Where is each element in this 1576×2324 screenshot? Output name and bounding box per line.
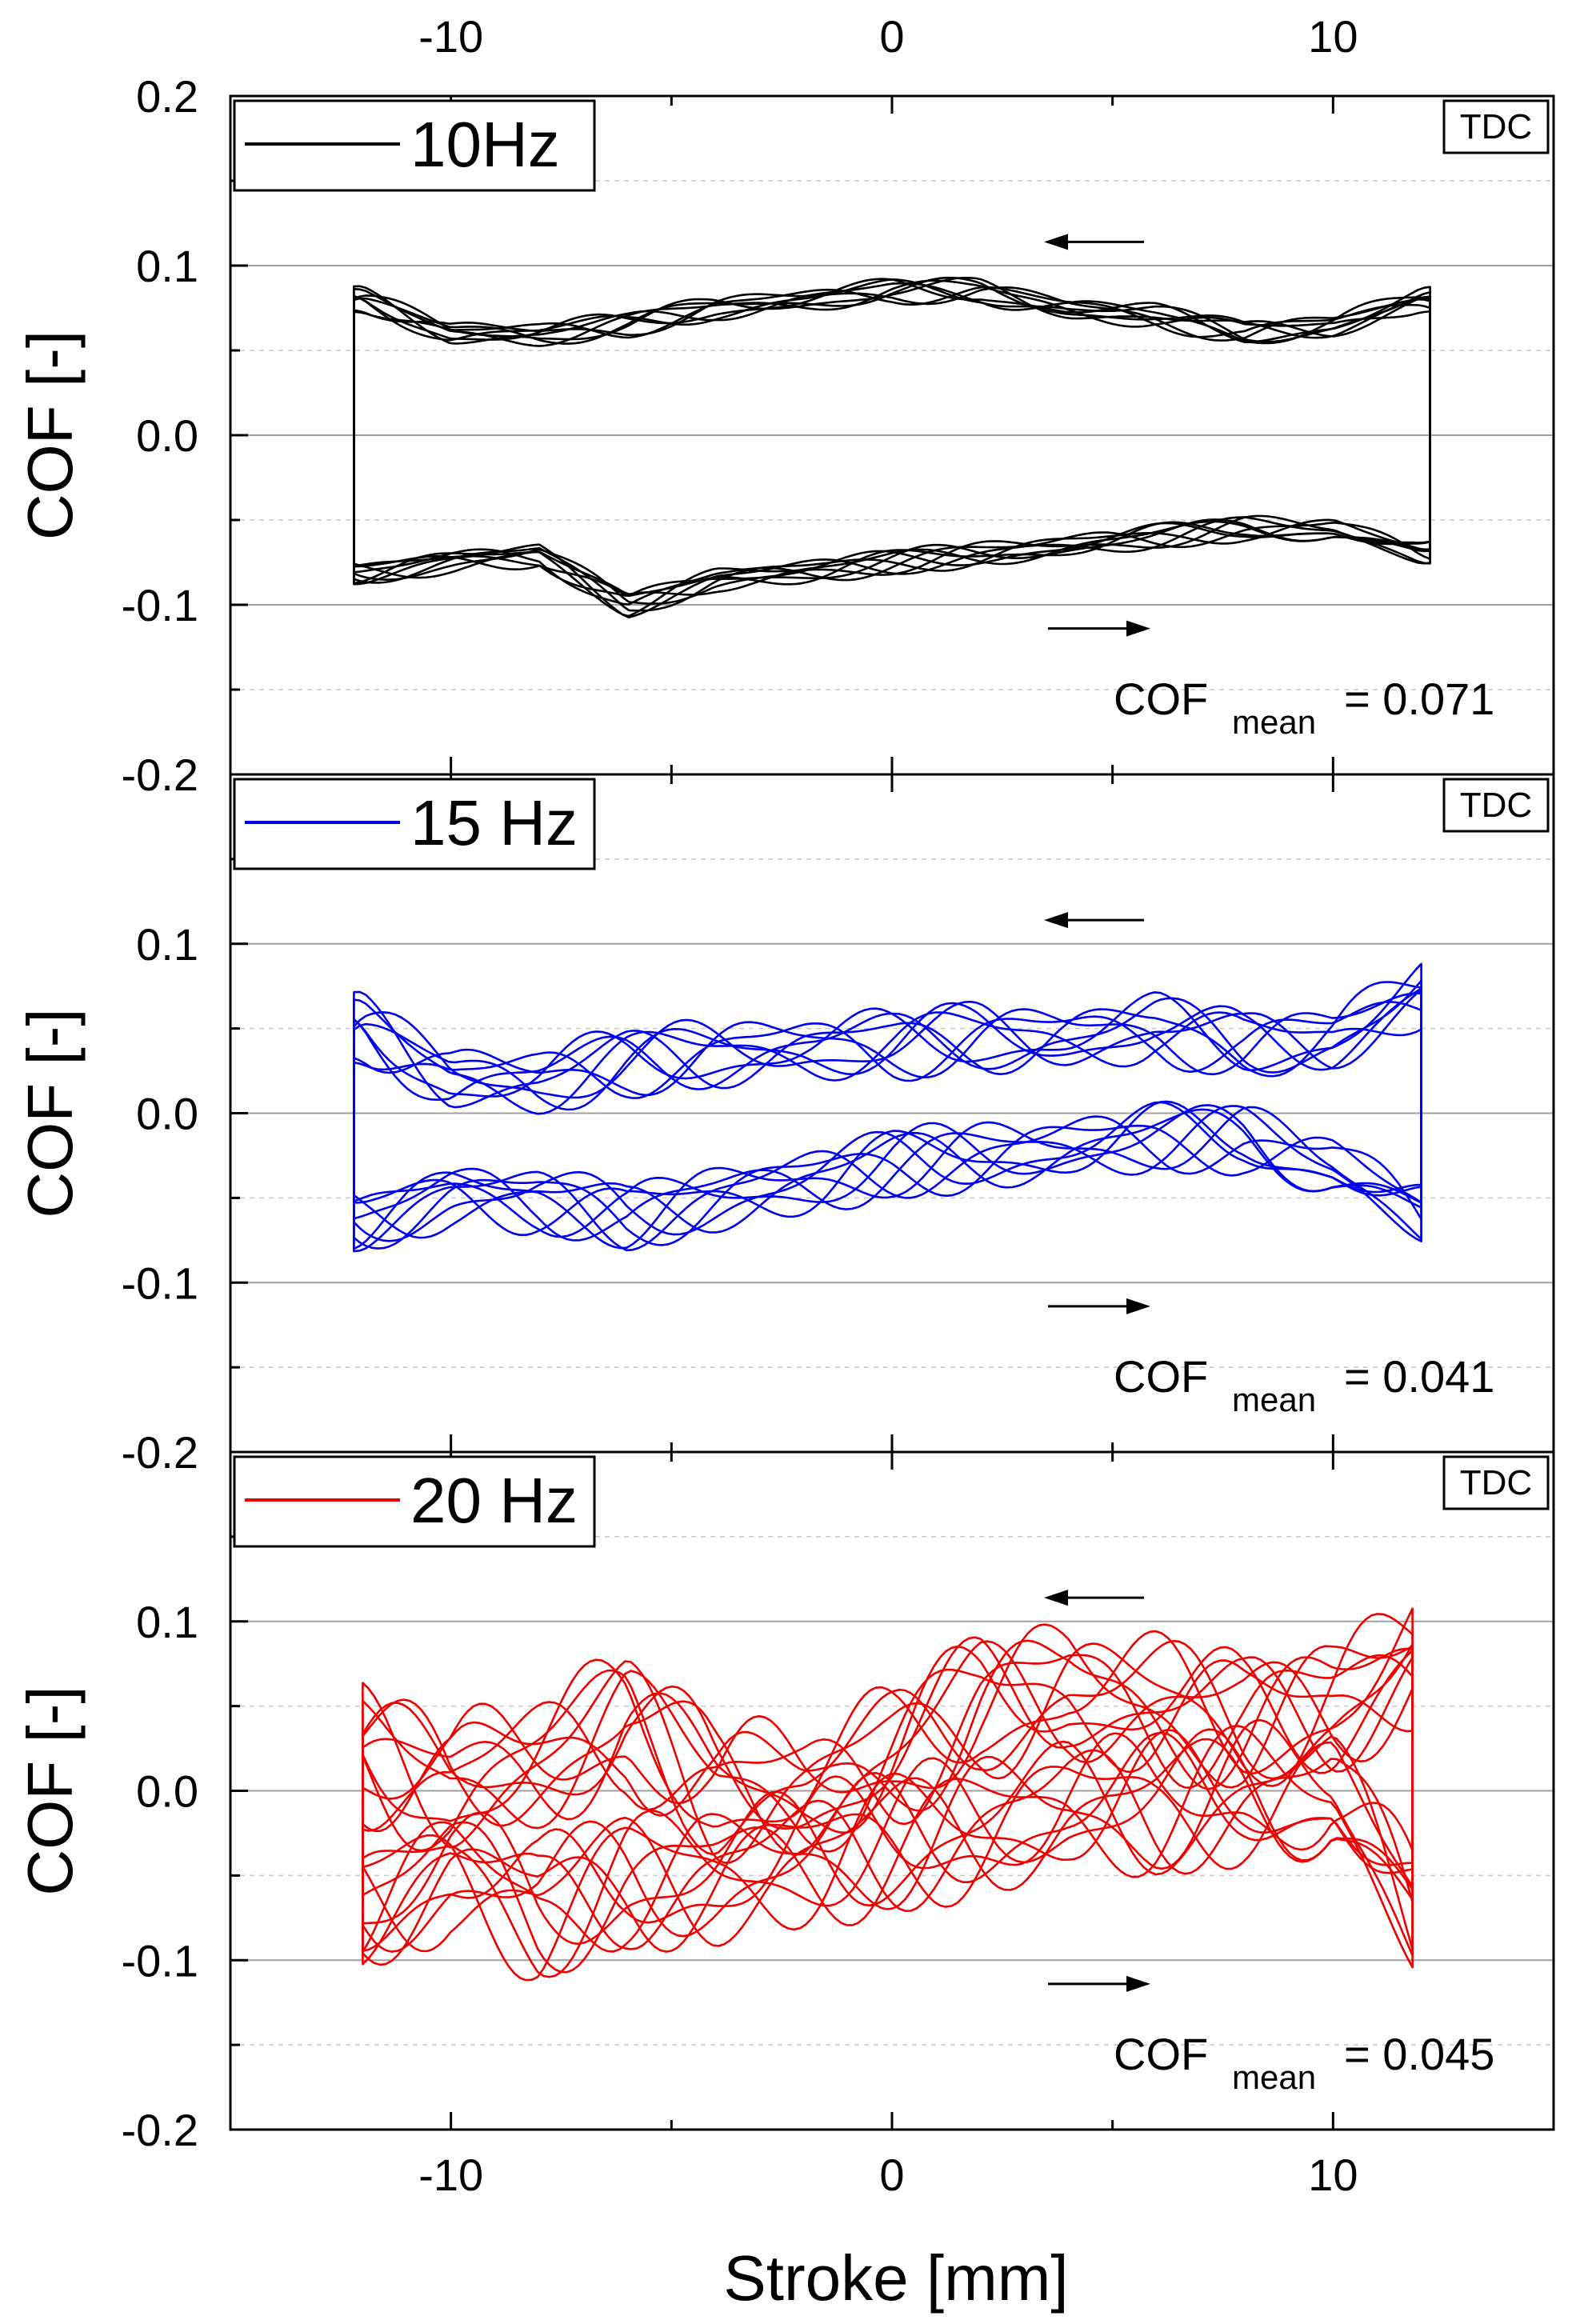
- arrow-left-head: [1044, 912, 1068, 929]
- cof-mean-annotation: COF mean = 0.071: [1114, 674, 1494, 741]
- data-cycle-8: [353, 282, 1431, 598]
- tdc-box: [1442, 99, 1550, 154]
- direction-arrows: [1044, 234, 1150, 637]
- tdc-label: TDC: [1460, 1463, 1532, 1502]
- data-cycle-10: [362, 1640, 1414, 1950]
- panels: 0.2 0.1 0.0 -0.1 -0.2 COF [-] 10Hz TDC COF mean = …: [14, 71, 1555, 2155]
- data-cycle-1: [353, 998, 1422, 1239]
- x-tick-label: 10: [1308, 2150, 1358, 2200]
- legend: 15 Hz: [233, 778, 596, 870]
- y-tick-label: -0.1: [122, 1258, 199, 1308]
- tdc-box: [1442, 778, 1550, 833]
- data-cycle-9: [362, 1623, 1414, 1952]
- y-tick-label: 0.0: [136, 1089, 198, 1139]
- top-x-axis: -10 0 10: [418, 11, 1358, 62]
- y-tick-label: 0.1: [136, 1597, 198, 1647]
- y-tick-label: -0.2: [122, 750, 199, 800]
- data-cycle-7: [362, 1636, 1414, 1974]
- data-cycle-8: [353, 981, 1422, 1236]
- legend-label: 10Hz: [410, 109, 560, 180]
- y-axis-label: COF [-]: [14, 330, 86, 540]
- direction-arrows: [1044, 1590, 1150, 1992]
- data-cycle-6: [353, 992, 1422, 1253]
- cof-mean-label: COF: [1114, 1351, 1208, 1402]
- data-cycle-4: [362, 1645, 1414, 1978]
- top-x-tick-label: -10: [418, 11, 483, 62]
- legend-label: 15 Hz: [410, 787, 578, 858]
- legend-label: 20 Hz: [410, 1465, 578, 1536]
- tdc-label: TDC: [1460, 786, 1532, 825]
- x-axis-label: Stroke [mm]: [723, 2242, 1068, 2314]
- tdc-label-box: TDC: [1442, 1455, 1550, 1510]
- cof-mean-subscript: mean: [1232, 2058, 1316, 2096]
- y-tick-label: 0.0: [136, 410, 198, 461]
- direction-arrows: [1044, 912, 1150, 1314]
- top-x-tick-label: 0: [879, 11, 904, 62]
- cof-mean-subscript: mean: [1232, 703, 1316, 741]
- bottom-x-axis: -10 0 10: [418, 2150, 1358, 2200]
- top-x-tick-label: 10: [1308, 11, 1358, 62]
- tdc-label-box: TDC: [1442, 778, 1550, 833]
- tdc-label-box: TDC: [1442, 99, 1550, 154]
- data-curves: [362, 1607, 1414, 1982]
- y-tick-label: 0.0: [136, 1766, 198, 1817]
- y-tick-label: 0.2: [136, 71, 198, 122]
- cof-mean-value: = 0.045: [1344, 2029, 1494, 2079]
- y-tick-label: -0.1: [122, 580, 199, 630]
- cof-mean-value: = 0.041: [1344, 1351, 1494, 1402]
- legend: 10Hz: [233, 99, 596, 192]
- arrow-left-head: [1044, 234, 1068, 250]
- cof-mean-annotation: COF mean = 0.041: [1114, 1351, 1494, 1418]
- tdc-box: [1442, 1455, 1550, 1510]
- y-tick-label: 0.1: [136, 241, 198, 291]
- cof-mean-subscript: mean: [1232, 1381, 1316, 1418]
- data-curves: [353, 276, 1431, 619]
- y-tick-label: -0.2: [122, 1427, 199, 1478]
- data-cycle-8: [362, 1613, 1414, 1982]
- x-tick-label: -10: [418, 2150, 483, 2200]
- data-cycle-7: [353, 277, 1431, 606]
- y-tick-label: -0.2: [122, 2105, 199, 2155]
- cof-mean-label: COF: [1114, 674, 1208, 724]
- cof-mean-annotation: COF mean = 0.045: [1114, 2029, 1494, 2096]
- arrow-right-head: [1126, 1975, 1150, 1992]
- data-cycle-2: [362, 1607, 1414, 1966]
- cof-mean-value: = 0.071: [1344, 674, 1494, 724]
- arrow-right-head: [1126, 1298, 1150, 1314]
- cof-mean-label: COF: [1114, 2029, 1208, 2079]
- tdc-label: TDC: [1460, 107, 1532, 146]
- y-axis-label: COF [-]: [14, 1686, 86, 1895]
- data-cycle-6: [362, 1639, 1414, 1966]
- data-cycle-3: [362, 1654, 1414, 1957]
- x-tick-label: 0: [879, 2150, 904, 2200]
- y-tick-label: 0.1: [136, 919, 198, 970]
- arrow-right-head: [1126, 620, 1150, 637]
- data-curves: [353, 962, 1422, 1253]
- panel-2: 0.1 0.0 -0.1 -0.2 COF [-] 15 Hz TDC COF mean = 0.…: [14, 773, 1555, 1478]
- panel-1: 0.2 0.1 0.0 -0.1 -0.2 COF [-] 10Hz TDC COF mean = …: [14, 71, 1555, 800]
- legend-box: [233, 99, 596, 192]
- legend: 20 Hz: [233, 1455, 596, 1548]
- data-cycle-5: [353, 979, 1422, 1242]
- y-tick-label: -0.1: [122, 1935, 199, 1986]
- data-cycle-2: [353, 962, 1422, 1250]
- arrow-left-head: [1044, 1590, 1068, 1606]
- data-cycle-7: [353, 988, 1422, 1242]
- y-axis-label: COF [-]: [14, 1008, 86, 1218]
- panel-3: 0.1 0.0 -0.1 -0.2 COF [-] 20 Hz TDC COF mean = 0.…: [14, 1450, 1555, 2155]
